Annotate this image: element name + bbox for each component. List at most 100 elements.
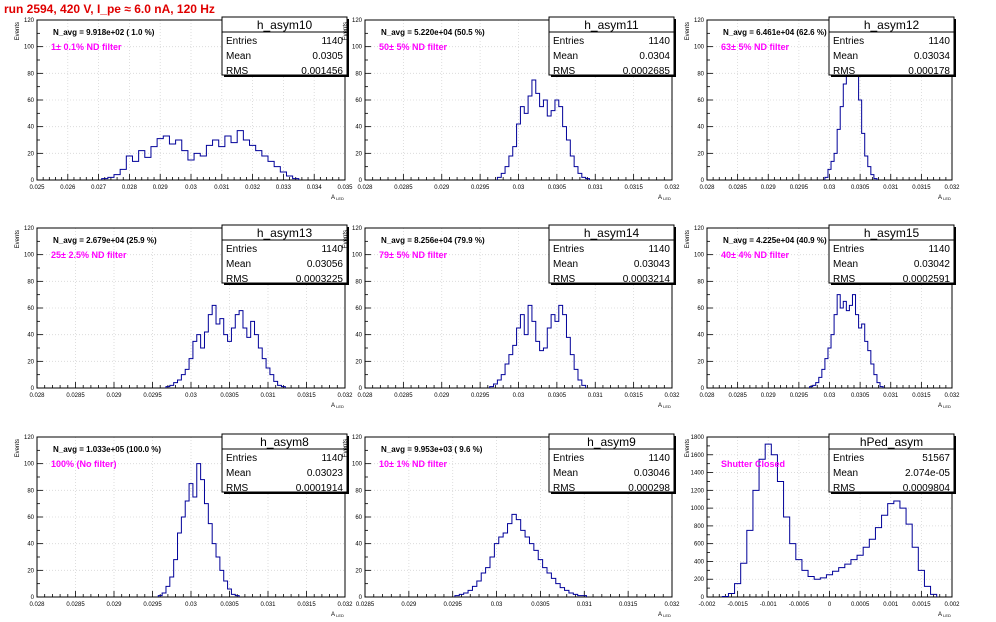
stats-label: Entries: [226, 244, 257, 255]
y-tick-label: 80: [697, 279, 704, 285]
histogram-bar: [868, 351, 871, 388]
stats-value: 0.000298: [628, 483, 670, 494]
y-tick-label: 40: [697, 333, 704, 339]
histogram-bar: [555, 321, 559, 388]
x-tick-label: 0.031: [214, 185, 230, 191]
histogram-bar: [547, 116, 551, 180]
y-tick-label: 100: [24, 462, 35, 468]
histogram-bar: [176, 140, 182, 180]
histogram-bar: [497, 380, 501, 388]
histogram-bar: [808, 577, 814, 597]
histogram-bar: [852, 295, 855, 388]
histogram-bar: [286, 176, 292, 180]
y-tick-label: 100: [694, 45, 705, 51]
histogram-bar: [251, 321, 255, 388]
stats-box: [548, 16, 675, 76]
x-tick-label: 0.0295: [143, 393, 162, 399]
histogram-bar: [280, 172, 286, 180]
histogram-bar: [529, 544, 533, 597]
filter-label: 79± 5% ND filter: [379, 250, 447, 260]
histogram-bar: [274, 167, 280, 180]
histogram-name: h_asym8: [260, 435, 309, 449]
navg-label: N_avg = 4.225e+04 (40.9 %): [723, 236, 827, 245]
x-axis-label-sub: LED: [335, 404, 344, 409]
histogram-bar: [174, 383, 178, 388]
histogram-bar: [563, 315, 567, 388]
x-tick-label: 0.0285: [728, 393, 747, 399]
y-tick-label: 100: [694, 253, 705, 259]
stats-value: 0.03023: [307, 468, 344, 479]
histogram-bar: [201, 480, 205, 597]
stats-label: Entries: [833, 36, 864, 47]
histogram-bar: [162, 593, 166, 597]
histogram-bar: [509, 355, 513, 388]
y-tick-label: 80: [355, 488, 362, 494]
stats-box: [828, 16, 955, 76]
y-tick-label: 120: [694, 226, 705, 232]
histogram-name: hPed_asym: [860, 435, 923, 449]
x-axis-label-sub: LED: [662, 196, 671, 201]
histogram-bar: [170, 385, 174, 388]
y-axis-label: Events: [685, 230, 691, 248]
x-axis-label: A LED: [658, 195, 671, 201]
y-tick-label: 100: [24, 253, 35, 259]
stats-label: RMS: [226, 274, 249, 285]
stats-value: 1140: [648, 36, 670, 47]
histogram-bar: [877, 383, 880, 388]
histogram-bar: [166, 387, 170, 388]
histogram-bar: [563, 127, 567, 180]
panel-h_asym10: 0.025 0.026 0.027 0.028 0.029 0.03 0.031 0.032 0…: [15, 16, 353, 201]
histogram-bar: [513, 345, 517, 388]
histogram-bar: [189, 359, 193, 388]
histogram-bar: [871, 364, 874, 388]
histogram-bar: [728, 593, 734, 597]
histogram-bar: [828, 348, 831, 388]
histogram-bar: [194, 153, 200, 180]
histogram-bar: [501, 173, 505, 180]
stats-value: 0.0003225: [296, 274, 344, 285]
histogram-bar: [468, 590, 472, 597]
histogram-bar: [281, 387, 285, 388]
histogram-bar: [274, 381, 278, 388]
y-tick-label: 60: [355, 306, 362, 312]
histogram-bar: [578, 173, 582, 180]
histogram-bar: [543, 348, 547, 388]
navg-label: N_avg = 6.461e+04 (62.6 %): [723, 28, 827, 37]
y-tick-label: 60: [355, 515, 362, 521]
histogram-bar: [219, 147, 225, 180]
x-tick-label: 0.03: [185, 393, 197, 399]
histogram-bar: [178, 533, 182, 597]
x-axis-label-sub: LED: [335, 196, 344, 201]
histogram-bar: [505, 364, 509, 388]
y-tick-label: 80: [697, 71, 704, 77]
x-tick-label: 0.0305: [548, 393, 567, 399]
histogram-bar: [862, 324, 865, 388]
x-axis-label: A LED: [331, 195, 344, 201]
histogram-bar: [494, 544, 498, 597]
histogram-bar: [481, 573, 485, 597]
navg-label: N_avg = 5.220e+04 (50.5 %): [381, 28, 485, 37]
histogram-bar: [197, 464, 201, 597]
y-tick-label: 0: [701, 595, 705, 601]
histogram-bar: [814, 579, 820, 597]
y-tick-label: 1800: [691, 435, 705, 441]
histogram-bar: [759, 459, 765, 597]
x-tick-label: 0.029: [761, 393, 777, 399]
stats-value: 51567: [922, 453, 950, 464]
panel-h_asym15: 0.028 0.0285 0.029 0.0295 0.03 0.0305 0.031 0.0…: [685, 224, 960, 409]
histogram-bar: [582, 385, 586, 388]
x-tick-label: 0.0285: [394, 185, 413, 191]
histogram-bar: [865, 341, 868, 388]
histogram-name: h_asym11: [584, 18, 639, 32]
y-tick-label: 0: [31, 595, 35, 601]
y-tick-label: 80: [355, 71, 362, 77]
x-tick-label: 0.032: [337, 393, 353, 399]
x-tick-label: 0.0315: [912, 185, 931, 191]
y-tick-label: 20: [697, 359, 704, 365]
histogram-bar: [540, 107, 544, 180]
histogram-bar: [174, 560, 178, 597]
y-tick-label: 60: [27, 98, 34, 104]
histogram-bar: [213, 140, 219, 180]
histogram-bar: [833, 571, 839, 597]
x-axis-label-sub: LED: [662, 613, 671, 618]
